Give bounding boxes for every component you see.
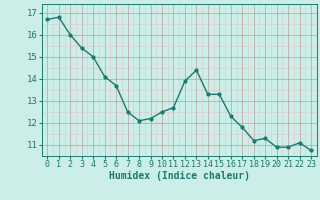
X-axis label: Humidex (Indice chaleur): Humidex (Indice chaleur) (109, 171, 250, 181)
